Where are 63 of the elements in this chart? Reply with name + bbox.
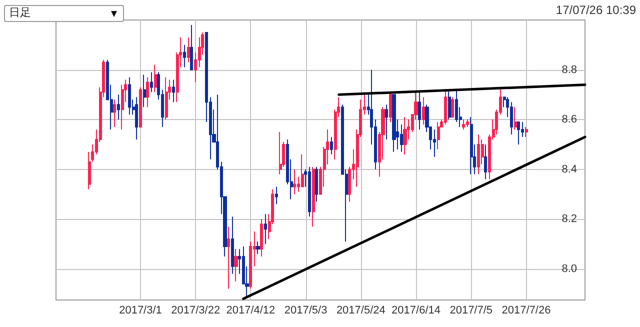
candlestick [517, 122, 520, 145]
candlestick [315, 166, 318, 202]
candlestick [477, 134, 480, 175]
candlestick [143, 74, 146, 108]
y-tick-label: 8.0 [562, 262, 577, 275]
y-tick-label: 8.4 [562, 163, 577, 176]
candlestick [525, 126, 528, 138]
candlestick [187, 36, 190, 63]
candlestick [422, 96, 425, 126]
x-tick-label: 2017/3/1 [119, 304, 162, 316]
candlestick [385, 104, 388, 140]
candlestick [234, 248, 238, 282]
x-tick-label: 2017/5/3 [284, 304, 328, 316]
candlestick [128, 76, 131, 116]
candlestick [227, 226, 230, 290]
candlestick [231, 216, 234, 274]
candlestick [444, 89, 447, 126]
candlestick [150, 72, 153, 93]
x-tick-label: 2017/4/12 [226, 304, 276, 316]
x-tick-label: 2017/6/14 [392, 304, 440, 316]
candlestick [172, 79, 175, 103]
candlestick [451, 96, 454, 118]
candlestick [301, 154, 304, 188]
candlestick [275, 186, 278, 205]
candlestick [154, 64, 157, 93]
text: 17/07/26 10:39 [556, 3, 636, 17]
y-tick-label: 8.8 [562, 64, 577, 76]
candlestick [312, 166, 315, 228]
y-tick-label: 8.6 [562, 114, 577, 126]
y-tick-label: 8.2 [562, 213, 577, 226]
candlestick [418, 92, 421, 130]
candlestick [448, 89, 451, 120]
candlestick [135, 96, 138, 140]
candlestick [514, 106, 517, 130]
candlestick [455, 89, 458, 123]
candlestick [437, 122, 440, 150]
candlestick [117, 94, 120, 120]
x-tick-label: 2017/7/26 [502, 304, 551, 316]
candlestick [389, 92, 392, 123]
candlestick [308, 166, 311, 218]
candlestick [113, 99, 116, 128]
candlestick [293, 168, 296, 195]
candlestick [403, 116, 407, 155]
x-tick-label: 2017/3/22 [171, 304, 220, 316]
candlestick [183, 44, 186, 68]
candlestick [264, 214, 267, 244]
candlestick [484, 144, 487, 180]
x-tick-label: 2017/5/24 [336, 304, 386, 316]
candlestick [146, 76, 149, 108]
candlestick [165, 76, 168, 120]
candlestick [392, 94, 396, 152]
candlestick [330, 136, 333, 155]
candlestick [466, 119, 469, 128]
candlestick [279, 132, 282, 175]
candlestick [139, 86, 142, 128]
x-tick-label: 2017/7/5 [450, 304, 493, 316]
candlestick [462, 119, 465, 130]
candlestick [470, 116, 473, 175]
dropdown: 日足 [4, 5, 124, 22]
candlestick [256, 241, 260, 254]
candlestick [433, 129, 436, 158]
candlestick [190, 24, 193, 70]
candlestick [260, 218, 263, 257]
